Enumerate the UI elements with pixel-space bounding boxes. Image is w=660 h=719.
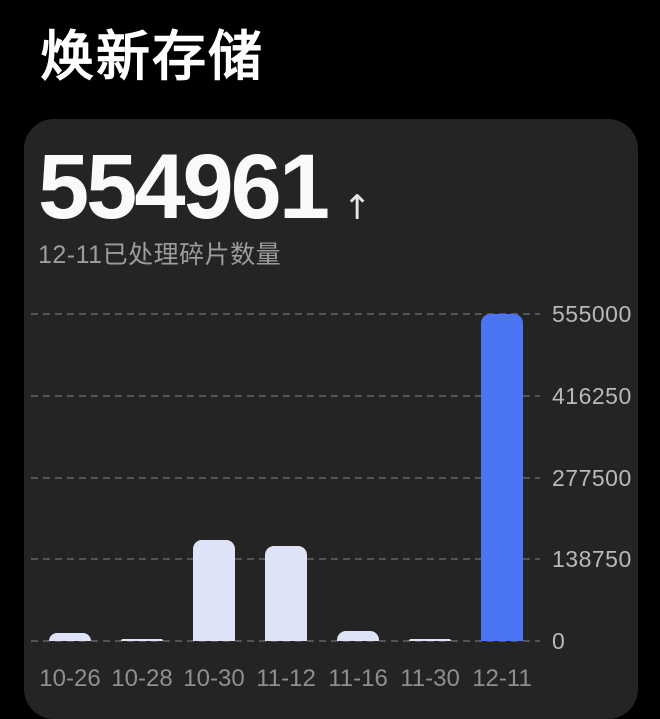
y-axis-label-138750: 138750 bbox=[552, 546, 632, 573]
y-axis-label-416250: 416250 bbox=[552, 382, 632, 409]
gridline-y-277500 bbox=[31, 476, 540, 479]
bar-11-16 bbox=[337, 630, 379, 641]
x-axis-label-11-30: 11-30 bbox=[400, 665, 460, 692]
x-axis-label-11-12: 11-12 bbox=[256, 665, 316, 692]
x-axis-label-12-11: 12-11 bbox=[472, 665, 532, 692]
up-arrow-icon: ↑ bbox=[343, 188, 372, 228]
page-title: 焕新存储 bbox=[40, 27, 264, 87]
processed-count-value: 554961 bbox=[38, 136, 330, 238]
x-axis-label-11-16: 11-16 bbox=[328, 665, 388, 692]
counter-caption: 12-11已处理碎片数量 bbox=[38, 241, 282, 269]
x-axis-label-10-26: 10-26 bbox=[39, 665, 101, 692]
bar-10-28 bbox=[121, 638, 163, 641]
gridline-y-555000 bbox=[31, 313, 540, 315]
bar-11-12 bbox=[265, 545, 307, 641]
bar-10-26 bbox=[49, 632, 91, 641]
storage-stats-card[interactable]: 554961 ↑ 12-11已处理碎片数量 555000 416250 277500… bbox=[24, 119, 638, 719]
bar-11-30 bbox=[409, 639, 451, 641]
x-axis-label-10-30: 10-30 bbox=[183, 665, 245, 692]
y-axis-label-277500: 277500 bbox=[552, 464, 632, 491]
y-axis-label-555000: 555000 bbox=[552, 301, 632, 327]
gridline-y-416250 bbox=[31, 394, 540, 397]
counter-row: 554961 ↑ bbox=[38, 141, 372, 233]
y-axis-label-0: 0 bbox=[552, 628, 566, 654]
x-axis-label-10-28: 10-28 bbox=[111, 665, 173, 692]
bar-10-30 bbox=[193, 540, 235, 641]
bar-12-11 bbox=[481, 314, 523, 641]
fragments-bar-chart: 555000 416250 277500 138750 0 10-26 10-28 10-30… bbox=[24, 301, 638, 719]
gridline-y-0 bbox=[31, 640, 540, 642]
